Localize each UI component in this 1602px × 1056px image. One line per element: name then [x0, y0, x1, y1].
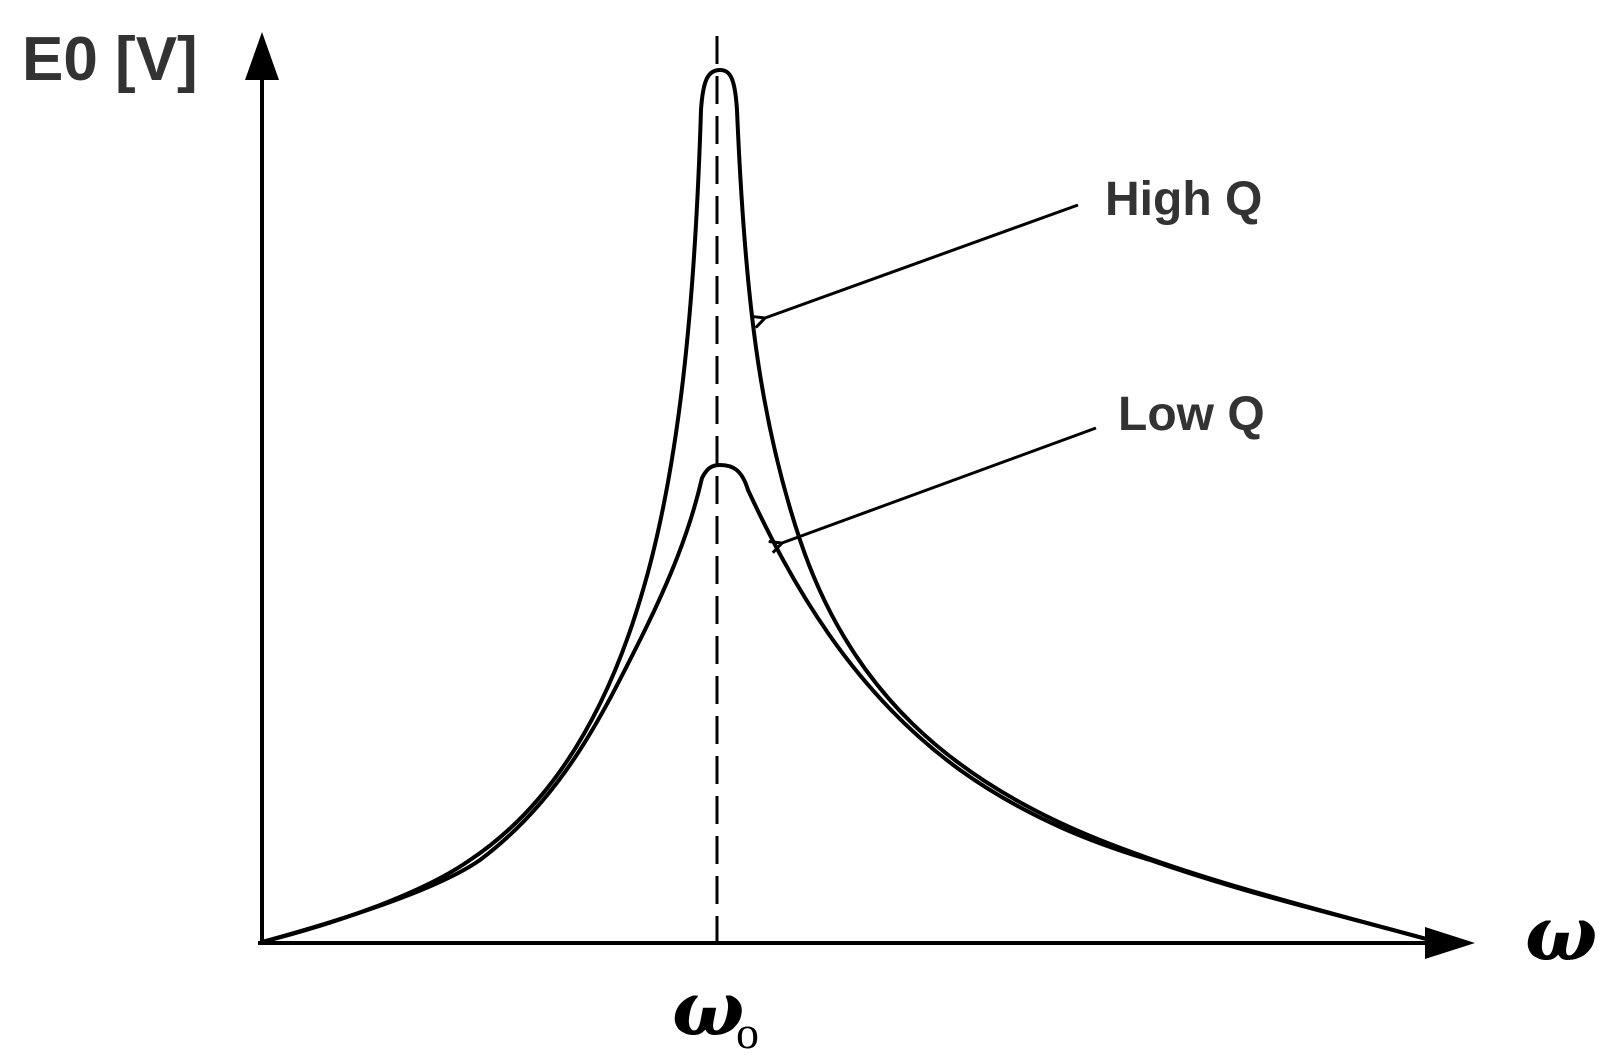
x-axis-arrowhead [1425, 927, 1475, 959]
high-q-label: High Q [1105, 173, 1262, 226]
y-axis-label: E0 [V] [22, 25, 198, 94]
resonance-frequency-subscript: o [736, 1007, 759, 1056]
low-q-curve [261, 462, 1431, 944]
high-q-leader-arrow [765, 203, 1079, 318]
low-q-label: Low Q [1118, 388, 1265, 441]
y-axis-arrowhead [245, 32, 279, 80]
x-axis-label: ω [1525, 889, 1597, 978]
high-q-curve [261, 67, 1431, 944]
low-q-leader-arrow [782, 426, 1097, 543]
resonance-frequency-label: ω [672, 964, 744, 1053]
